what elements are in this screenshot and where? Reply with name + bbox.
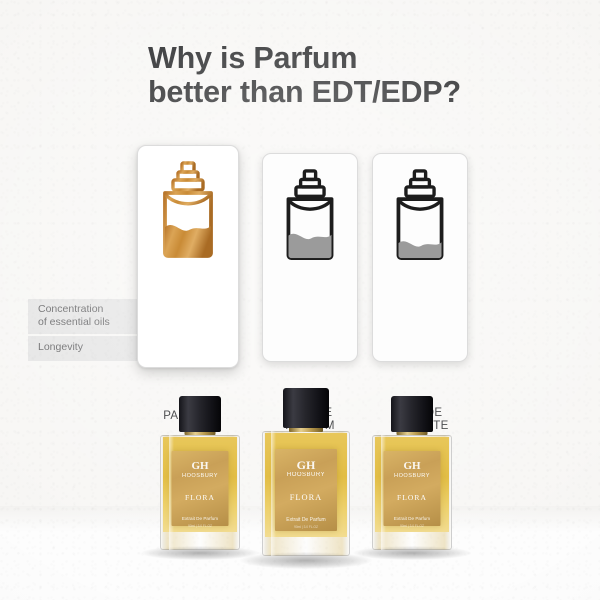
bottle-volume: 90ml | 3.0 FL.OZ — [188, 524, 212, 528]
perfume-bottle-icon — [163, 161, 213, 258]
bottle-brand: HOOSBURY — [394, 473, 430, 479]
bottle-subtitle: Extrait De Parfum — [181, 516, 219, 521]
perfume-bottle-icon-edt-wrap — [373, 168, 467, 262]
row-label-concentration-line2: of essential oils — [38, 315, 110, 328]
row-label-longevity-line1: Longevity — [38, 341, 83, 353]
perfume-bottle-icon-edp-wrap — [263, 168, 357, 262]
bottle-name: FLORA — [397, 493, 427, 502]
bottle-cap — [283, 388, 329, 428]
title-line-2: better than EDT/EDP? — [148, 75, 461, 109]
bottle-label: GH HOOSBURY FLORA Extrait De Parfum 90ml… — [383, 451, 441, 528]
bottle-brand: HOOSBURY — [286, 472, 326, 478]
bottle-subtitle: Extrait De Parfum — [393, 516, 431, 521]
bottle-volume: 90ml | 3.0 FL.OZ — [400, 524, 424, 528]
comparison-card-eau-de-parfum[interactable]: EAU DE PARFUM 15-20% 4-6 hrs — [262, 153, 358, 509]
brand-monogram-icon: GH — [296, 458, 316, 472]
page-title: Why is Parfum better than EDT/EDP? — [148, 41, 568, 109]
brand-monogram-icon: GH — [403, 460, 421, 472]
bottle-label: GH HOOSBURY FLORA Extrait De Parfum 90ml… — [275, 449, 337, 531]
title-line-1: Why is Parfum — [148, 41, 358, 75]
bottle-label: GH HOOSBURY FLORA Extrait De Parfum 90ml… — [171, 451, 229, 528]
bottle-volume: 90ml | 3.0 FL.OZ — [294, 525, 318, 529]
bottle-cap — [179, 396, 221, 432]
bottle-name: FLORA — [289, 493, 323, 502]
bottle-name: FLORA — [185, 493, 215, 502]
row-label-concentration-line1: Concentration — [38, 303, 104, 315]
brand-monogram-icon: GH — [191, 460, 209, 472]
bottle-cap — [391, 396, 433, 432]
perfume-bottle-icon — [396, 169, 444, 260]
row-label-longevity: Longevity — [38, 341, 83, 354]
comparison-card-parfum[interactable]: PARFUM 20-40% 8 hrs+ — [137, 145, 239, 504]
perfume-bottle-icon — [286, 169, 334, 260]
comparison-card-eau-de-toilette[interactable]: EAU DE TOILETTE 5-15% 3-4 hrs — [372, 153, 468, 509]
perfume-bottle-icon-gold-wrap — [138, 160, 238, 260]
row-label-concentration: Concentration of essential oils — [38, 303, 110, 328]
bottle-subtitle: Extrait De Parfum — [286, 517, 326, 523]
bottle-brand: HOOSBURY — [182, 473, 218, 479]
